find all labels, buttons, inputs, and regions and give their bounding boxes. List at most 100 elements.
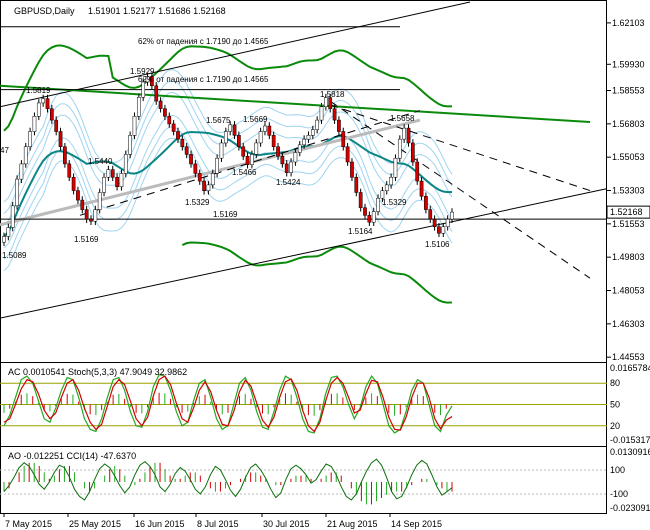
candle-body	[32, 116, 37, 132]
price-tick-label: 1.51553	[612, 219, 645, 229]
candle-body	[415, 161, 420, 182]
candle-body	[15, 178, 19, 207]
candle-body	[36, 102, 41, 117]
price-tick-label: 1.59930	[612, 59, 645, 69]
time-tick-label: 14 Sep 2015	[391, 519, 442, 529]
cci-header: AO -0.012251 CCI(14) -47.6370	[8, 451, 136, 461]
band-line	[3, 69, 453, 203]
resistance-line-green	[0, 84, 591, 123]
candle-body	[93, 209, 98, 222]
candle-body	[193, 163, 198, 174]
candle-body	[441, 226, 446, 234]
time-axis: 7 May 2015 25 May 2015 16 Jun 2015 8 Jul 20…	[3, 514, 442, 529]
candle-body	[206, 184, 211, 192]
candle-body	[263, 125, 267, 132]
candle-body	[19, 163, 24, 180]
candle-body	[258, 131, 263, 144]
price-annotation: 1.5675	[206, 116, 231, 125]
candle-body	[354, 176, 359, 193]
candle-body	[158, 100, 163, 109]
stoch-signal-line	[3, 375, 453, 433]
current-price-label: 1.52168	[610, 207, 643, 217]
candle-body	[150, 76, 154, 87]
candle-body	[6, 227, 11, 237]
candle-body	[324, 97, 328, 108]
symbol-header: GBPUSD,Daily	[14, 6, 75, 16]
candle-body	[10, 205, 15, 228]
ohlc-header: 1.51901 1.52177 1.51686 1.52168	[88, 6, 226, 16]
candle-body	[376, 197, 380, 212]
candle-body	[2, 236, 6, 243]
candle-body	[428, 209, 433, 220]
candle-body	[380, 190, 385, 199]
dashed-down-line	[329, 100, 591, 279]
price-pane[interactable]: 1.62103 1.59930 1.58553 1.56803 1.55053 1.533…	[0, 0, 650, 514]
stochastic-pane[interactable]: 0.0165784 80 50 20 -0.0153179	[0, 363, 650, 445]
lower-envelope-green	[181, 241, 453, 304]
candle-body	[358, 192, 363, 208]
current-price-box	[606, 205, 650, 219]
candle-body	[328, 97, 333, 109]
candle-body	[119, 173, 124, 188]
stoch-tick-label: 80	[610, 378, 620, 388]
candle-body	[271, 135, 276, 148]
stoch-header: AC 0.0010541 Stoch(5,3,3) 47.9049 32.986…	[8, 367, 187, 377]
candle-body	[67, 163, 72, 178]
time-tick-label: 21 Aug 2015	[327, 519, 378, 529]
time-tick-label: 7 May 2015	[5, 519, 52, 529]
candle-body	[419, 180, 424, 197]
candle-body	[80, 199, 85, 210]
candle-body	[228, 124, 233, 132]
candle-body	[245, 156, 250, 165]
stoch-tick-label: 50	[610, 400, 620, 410]
band-line	[3, 91, 453, 226]
price-annotation: 1.5669	[243, 115, 268, 124]
candle-body	[141, 81, 146, 98]
candle-body	[341, 131, 346, 148]
candle-body	[276, 146, 280, 157]
candle-body	[319, 106, 324, 121]
candle-body	[197, 173, 202, 182]
candle-body	[189, 154, 193, 165]
cci-tick-label: 0.0130916	[610, 447, 650, 457]
candle-body	[332, 108, 337, 121]
price-annotation: 1.5466	[232, 168, 257, 177]
price-annotation: 1.5106	[425, 240, 450, 249]
price-tick-label: 1.58553	[612, 86, 645, 96]
candle-body	[167, 116, 172, 125]
candle-body	[250, 154, 254, 165]
candle-body	[184, 146, 189, 155]
moving-average-teal	[3, 131, 453, 238]
time-tick-label: 8 Jul 2015	[197, 519, 239, 529]
candle-body	[237, 135, 241, 148]
dashed-down-line	[329, 104, 591, 192]
upper-envelope-green	[3, 44, 453, 132]
candle-body	[202, 180, 206, 192]
candle-body	[97, 192, 102, 210]
price-annotation: 62% от падения с 1.7190 до 1.4565	[138, 75, 269, 84]
candle-body	[302, 138, 306, 146]
candle-body	[306, 135, 311, 140]
candle-body	[28, 131, 32, 148]
price-tick-label: 1.53303	[612, 186, 645, 196]
price-annotation: 47	[0, 146, 9, 155]
candle-body	[76, 190, 80, 201]
candle-body	[49, 108, 54, 121]
dashed-up-line	[79, 110, 421, 216]
candle-body	[71, 176, 76, 191]
candle-body	[411, 142, 415, 163]
candle-body	[210, 173, 215, 186]
candle-body	[450, 211, 454, 220]
candle-body	[63, 146, 67, 165]
cci-pane[interactable]: 0.0130916 100 -100 -0.0230916	[0, 447, 650, 513]
band-line	[3, 114, 453, 249]
price-tick-label: 1.44553	[612, 352, 645, 362]
candle-body	[337, 119, 341, 132]
stoch-tick-label: 20	[610, 421, 620, 431]
price-tick-label: 1.62103	[612, 18, 645, 28]
candle-body	[232, 124, 237, 136]
candle-body	[23, 146, 28, 165]
cci-line	[3, 458, 453, 501]
candle-body	[106, 169, 111, 178]
candle-body	[180, 138, 185, 148]
